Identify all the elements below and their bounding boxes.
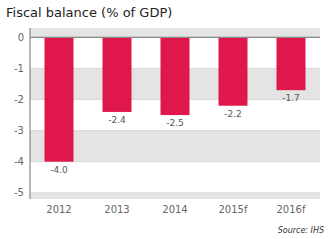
bar	[161, 37, 190, 115]
x-tick-label: 2014	[162, 204, 187, 215]
grid-line	[30, 37, 320, 38]
x-tick-label: 2013	[104, 204, 129, 215]
y-tick-label: -4	[14, 156, 24, 167]
bar	[45, 37, 74, 161]
grid-band	[30, 162, 320, 193]
data-label: -4.0	[50, 165, 68, 175]
y-tick-label: -1	[14, 63, 24, 74]
y-tick-label: 0	[18, 32, 24, 43]
data-label: -2.4	[108, 115, 126, 125]
data-label: -2.5	[166, 118, 184, 128]
page: {"chart_data": {"type": "bar", "title": …	[0, 0, 330, 239]
grid-line	[30, 192, 320, 193]
plot-background	[30, 28, 320, 199]
x-tick-label: 2016f	[277, 204, 306, 215]
bars	[45, 37, 306, 161]
bar	[277, 37, 306, 90]
chart-container: Fiscal balance (% of GDP) 0 -1 -2 -3 -4 -5 -4.0…	[0, 0, 330, 239]
x-tick-label: 2015f	[219, 204, 248, 215]
y-tick-label: -2	[14, 94, 24, 105]
y-tick-label: -3	[14, 125, 24, 136]
data-label: -1.7	[282, 93, 300, 103]
zero-line	[30, 37, 320, 38]
y-tick-label: -5	[14, 187, 24, 198]
data-label: -2.2	[224, 109, 242, 119]
y-axis-line	[29, 28, 30, 199]
source-note: Source: IHS	[278, 226, 324, 235]
x-tick-label: 2012	[46, 204, 71, 215]
bar	[103, 37, 132, 112]
title: Fiscal balance (% of GDP)	[6, 5, 172, 20]
chart-svg: Fiscal balance (% of GDP) 0 -1 -2 -3 -4 -5 -4.0…	[0, 0, 330, 239]
bar	[219, 37, 248, 105]
